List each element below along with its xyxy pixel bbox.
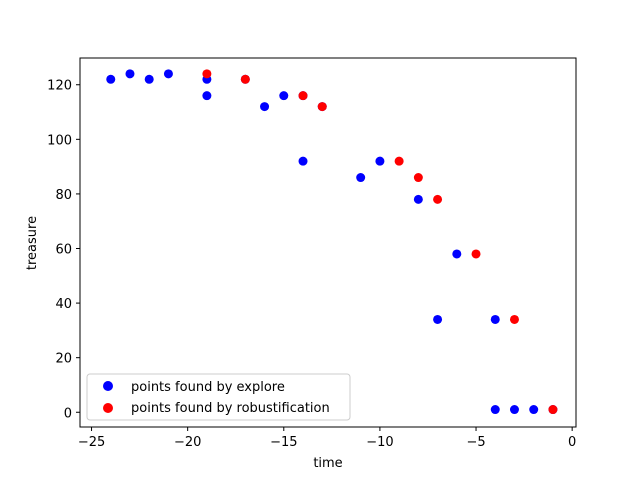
data-point (260, 102, 270, 112)
legend-marker-robustification (103, 403, 113, 413)
data-point (279, 91, 289, 101)
legend-label-explore: points found by explore (131, 380, 285, 395)
legend-marker-explore (103, 381, 113, 391)
data-point (413, 173, 423, 183)
data-point (490, 405, 500, 415)
plot-frame (79, 57, 577, 428)
y-axis-label: treasure (25, 216, 40, 270)
y-tick-label: 120 (47, 79, 72, 94)
data-point (298, 91, 308, 101)
y-axis-ticks: 0 20 40 60 80 100 120 (47, 79, 80, 421)
data-point (240, 74, 250, 84)
data-point (317, 102, 327, 112)
x-tick-label: −5 (466, 435, 485, 450)
legend-box (86, 373, 351, 421)
x-tick-label: −10 (366, 435, 393, 450)
y-tick-label: 80 (55, 188, 72, 203)
data-point (202, 69, 212, 79)
x-tick-label: 0 (568, 435, 576, 450)
data-point (202, 91, 212, 101)
data-point (529, 405, 539, 415)
data-point (394, 156, 404, 166)
series-1 (202, 69, 558, 415)
data-point (509, 314, 519, 324)
x-tick-label: −25 (78, 435, 105, 450)
y-tick-label: 20 (55, 352, 72, 367)
data-point (452, 249, 462, 259)
y-tick-label: 0 (64, 406, 72, 421)
data-point (548, 405, 558, 415)
y-tick-label: 100 (47, 133, 72, 148)
data-point (144, 74, 154, 84)
data-point (490, 314, 500, 324)
data-point (106, 74, 116, 84)
data-point (375, 156, 385, 166)
data-point (509, 405, 519, 415)
data-point (471, 249, 481, 259)
data-point (125, 69, 135, 79)
data-point (163, 69, 173, 79)
points-layer (106, 69, 558, 415)
data-point (433, 194, 443, 204)
legend: points found by explore points found by … (86, 373, 351, 421)
x-axis-label: time (313, 456, 342, 471)
data-point (433, 314, 443, 324)
x-axis-ticks: −25 −20 −15 −10 −5 0 (78, 427, 576, 450)
data-point (298, 156, 308, 166)
x-tick-label: −15 (270, 435, 297, 450)
data-point (413, 194, 423, 204)
y-tick-label: 60 (55, 243, 72, 258)
x-tick-label: −20 (174, 435, 201, 450)
legend-label-robustification: points found by robustification (131, 401, 330, 416)
data-point (356, 173, 366, 183)
y-tick-label: 40 (55, 297, 72, 312)
